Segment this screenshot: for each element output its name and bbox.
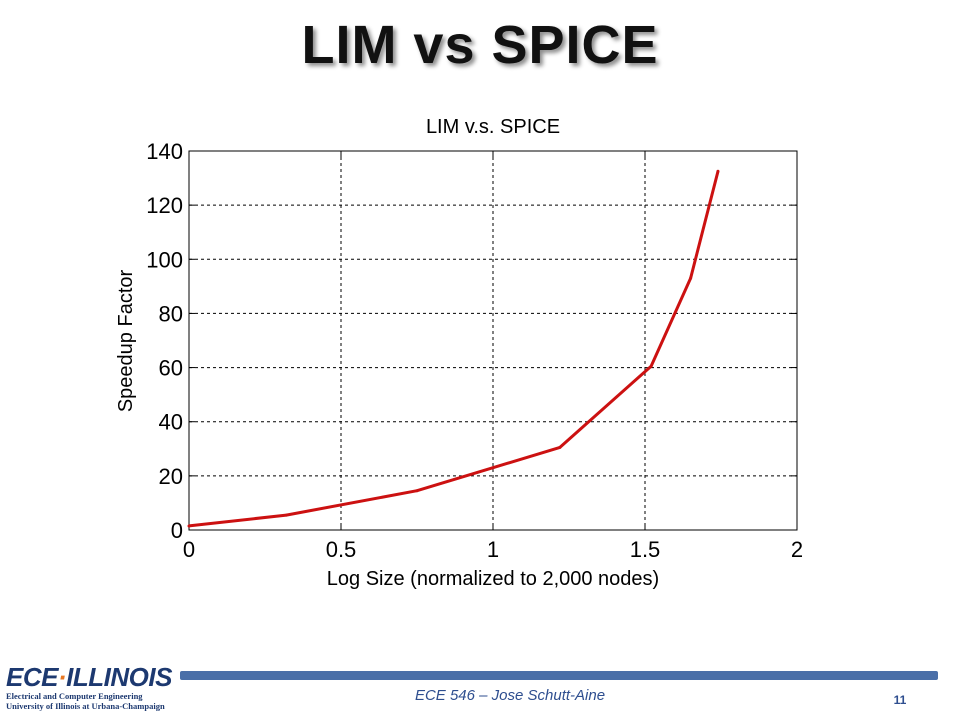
y-tick-label: 100	[146, 247, 183, 272]
chart-title: LIM v.s. SPICE	[426, 116, 560, 138]
data-point	[689, 276, 693, 280]
slide-number: 11	[893, 693, 907, 707]
logo-brand-left: ECE	[6, 662, 58, 692]
data-point	[415, 489, 419, 493]
slide-title: LIM vs SPICE	[301, 15, 659, 75]
data-point	[187, 524, 191, 528]
data-point	[558, 445, 562, 449]
y-tick-label: 40	[159, 410, 183, 435]
grid-lines	[189, 151, 797, 530]
y-tick-label: 80	[159, 301, 183, 326]
logo-line-1: Electrical and Computer Engineering	[6, 691, 143, 701]
line-chart: LIM v.s. SPICE 0 0.5 1 1.5 20204060801001201…	[115, 116, 803, 590]
y-axis-label: Speedup Factor	[115, 270, 137, 413]
data-point	[491, 466, 495, 470]
y-tick-label: 120	[146, 193, 183, 218]
footer-bar	[180, 671, 938, 680]
x-axis-label: Log Size (normalized to 2,000 nodes)	[327, 568, 659, 590]
ece-illinois-logo: ECE·ILLINOIS Electrical and Computer Eng…	[6, 663, 176, 717]
x-tick-label: 2	[791, 537, 803, 562]
y-tick-label: 140	[146, 139, 183, 164]
x-tick-label: 0	[183, 537, 195, 562]
y-tick-label: 60	[159, 356, 183, 381]
series-line-0	[188, 170, 720, 528]
y-tick-label: 20	[159, 464, 183, 489]
series-group	[187, 169, 720, 528]
data-point	[716, 169, 720, 173]
data-point	[649, 364, 653, 368]
footer-text: ECE 546 – Jose Schutt-Aine	[414, 687, 606, 704]
x-tick-label: 1	[487, 537, 499, 562]
logo-brand-right: ILLINOIS	[66, 662, 172, 692]
logo-line-2: University of Illinois at Urbana-Champai…	[6, 701, 165, 711]
x-tick-label: 0.5	[326, 537, 357, 562]
logo-wordmark: ECE·ILLINOIS	[6, 663, 176, 691]
logo-dot: ·	[57, 662, 67, 692]
y-tick-label: 0	[171, 518, 183, 543]
data-point	[284, 513, 288, 517]
x-tick-label: 1.5	[630, 537, 661, 562]
